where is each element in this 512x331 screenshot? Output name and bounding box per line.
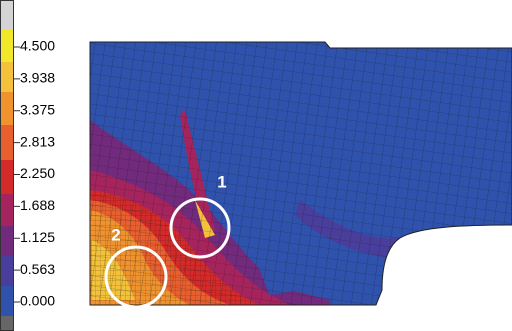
legend-labels: 4.500 3.938 3.375 2.813 2.250 1.688 1.125 0.563… bbox=[14, 38, 55, 309]
legend-bar bbox=[0, 0, 14, 331]
legend-label: 1.688 bbox=[20, 197, 55, 213]
legend-label: 3.938 bbox=[20, 70, 55, 86]
fem-contour-view: 4.500 3.938 3.375 2.813 2.250 1.688 1.125 0.563… bbox=[0, 0, 512, 331]
legend-label: 1.125 bbox=[20, 229, 55, 245]
annotation-label: 2 bbox=[111, 225, 120, 244]
legend-label: 0.000 bbox=[20, 293, 55, 309]
legend-label: 4.500 bbox=[20, 38, 55, 54]
mesh-body bbox=[90, 40, 512, 310]
legend-label: 2.250 bbox=[20, 165, 55, 181]
legend-label: 3.375 bbox=[20, 101, 55, 117]
legend-label: 0.563 bbox=[20, 261, 55, 277]
legend-label: 2.813 bbox=[20, 133, 55, 149]
annotation-label: 1 bbox=[217, 172, 226, 191]
